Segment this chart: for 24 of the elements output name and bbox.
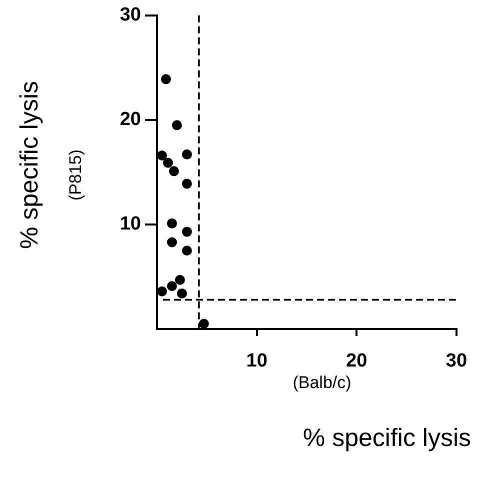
point	[166, 237, 177, 248]
point	[182, 149, 192, 160]
y-axis-title: % specific lysis (P815)	[16, 80, 86, 250]
point	[157, 286, 167, 296]
point	[182, 226, 192, 237]
point	[162, 158, 173, 168]
x-tick-label: 10	[246, 350, 268, 372]
x-tick-label: 30	[446, 350, 468, 372]
point	[166, 281, 177, 292]
point	[198, 318, 209, 329]
x-tick-label: 20	[346, 350, 368, 372]
point	[172, 120, 182, 130]
text: (Balb/c) % specific lysis	[292, 373, 471, 452]
point	[160, 74, 171, 84]
point	[168, 166, 179, 176]
point	[182, 246, 192, 256]
point	[176, 288, 187, 298]
point	[157, 150, 167, 160]
point	[182, 178, 192, 189]
point	[174, 274, 185, 285]
y-tick-label: 10	[120, 214, 141, 235]
y-tick-label: 30	[120, 4, 141, 26]
point	[166, 218, 177, 228]
y-tick-label: 20	[120, 109, 141, 130]
